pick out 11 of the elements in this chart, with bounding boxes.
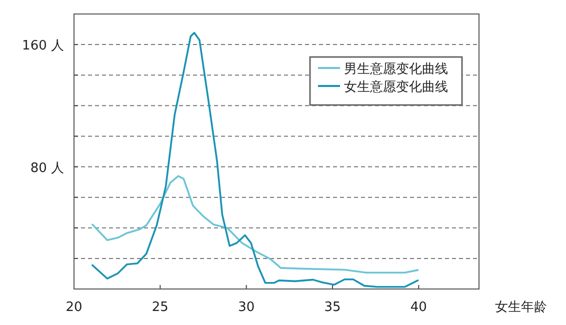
- y-tick-label: 80 人: [30, 160, 64, 176]
- legend-label: 女生意愿变化曲线: [344, 80, 448, 95]
- x-tick-label: 35: [324, 300, 341, 315]
- x-tick-label: 40: [410, 300, 427, 315]
- x-tick-label: 25: [152, 300, 168, 315]
- x-tick-label: 20: [66, 300, 82, 315]
- legend-label: 男生意愿变化曲线: [344, 62, 448, 77]
- x-axis-title: 女生年龄: [495, 300, 547, 315]
- line-series: [92, 175, 419, 274]
- x-tick-label: 30: [238, 300, 255, 315]
- y-tick-label: 160 人: [22, 38, 64, 54]
